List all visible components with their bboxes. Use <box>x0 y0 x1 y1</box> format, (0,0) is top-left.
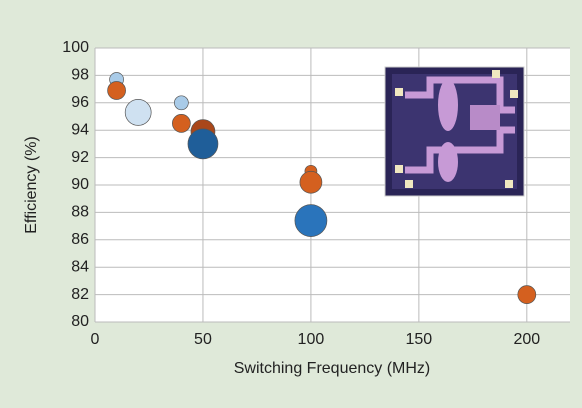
chip-pad <box>395 165 403 173</box>
bubble <box>107 81 126 100</box>
y-tick-label: 90 <box>71 176 89 193</box>
y-tick-label: 96 <box>71 94 89 111</box>
chip-trace <box>405 76 515 174</box>
bubble <box>517 285 537 304</box>
bubble <box>187 128 219 160</box>
bubble <box>172 113 191 133</box>
chip-pad <box>505 180 513 188</box>
y-tick-label: 92 <box>71 149 89 166</box>
chip-photo <box>384 66 525 197</box>
x-tick-label: 200 <box>513 331 540 348</box>
x-tick-label: 150 <box>406 331 433 348</box>
x-tick-label: 0 <box>91 331 100 348</box>
chip-pad <box>510 90 518 98</box>
y-tick-label: 100 <box>62 39 89 56</box>
bubble <box>294 204 328 237</box>
y-tick-label: 98 <box>71 67 89 84</box>
marks <box>107 72 537 304</box>
bubble <box>124 99 152 126</box>
x-tick-label: 100 <box>298 331 325 348</box>
y-tick-label: 88 <box>71 204 89 221</box>
bubble <box>299 170 323 194</box>
y-tick-label: 84 <box>71 258 89 275</box>
x-tick-label: 50 <box>194 331 212 348</box>
x-axis-label: Switching Frequency (MHz) <box>234 360 431 377</box>
chip-inductor <box>438 79 458 131</box>
y-tick-label: 82 <box>71 286 89 303</box>
y-tick-label: 80 <box>71 313 89 330</box>
chip-pad <box>405 180 413 188</box>
y-tick-label: 94 <box>71 121 89 138</box>
chip-pad <box>492 70 500 78</box>
y-axis-label: Efficiency (%) <box>23 136 40 234</box>
chip-block <box>470 105 500 130</box>
y-tick-label: 86 <box>71 231 89 248</box>
chip-pad <box>395 88 403 96</box>
bubble <box>174 95 189 111</box>
